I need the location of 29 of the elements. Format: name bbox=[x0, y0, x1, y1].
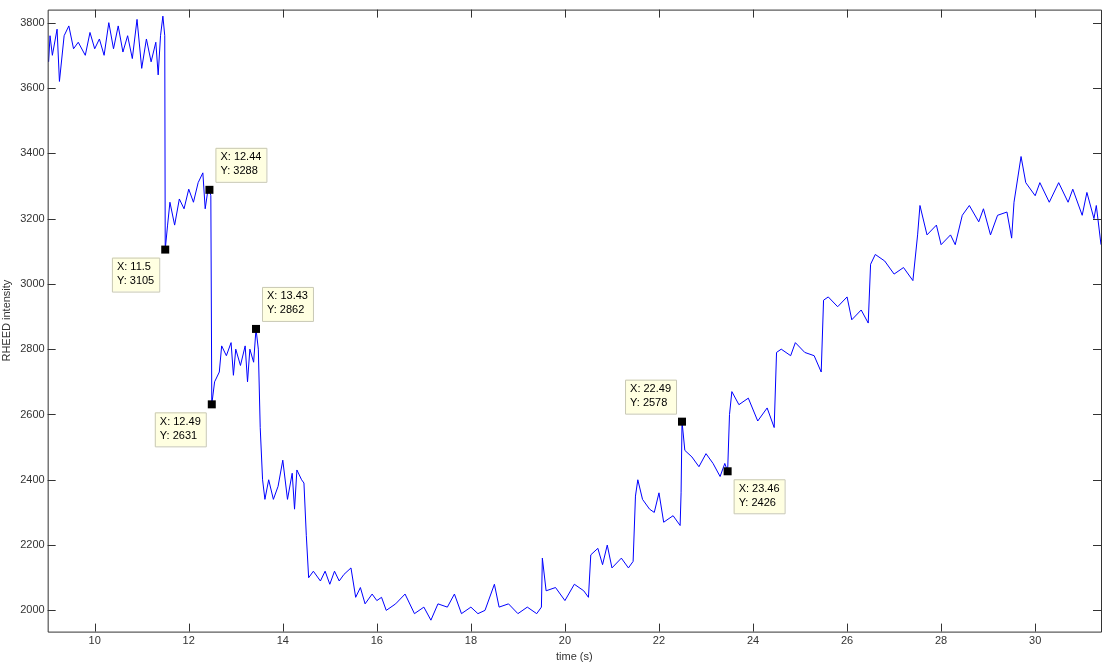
y-tick-label: 3000 bbox=[20, 276, 45, 289]
y-tick-label: 2800 bbox=[20, 342, 45, 355]
y-tick-label: 2400 bbox=[20, 472, 45, 485]
y-tick-label: 2000 bbox=[20, 603, 45, 616]
annotation: X: 22.49 Y: 2578 bbox=[630, 382, 672, 409]
annotation: X: 13.43 Y: 2862 bbox=[266, 289, 308, 316]
annotation: X: 11.5 Y: 3105 bbox=[116, 260, 155, 287]
y-tick-label: 2200 bbox=[20, 538, 45, 551]
annotation: X: 12.44 Y: 3288 bbox=[220, 150, 262, 177]
y-tick-label: 3800 bbox=[20, 15, 45, 28]
x-tick-label: 28 bbox=[934, 634, 948, 647]
annotation: X: 23.46 Y: 2426 bbox=[738, 481, 780, 508]
y-tick-label: 3600 bbox=[20, 80, 45, 93]
x-tick-label: 12 bbox=[182, 634, 195, 647]
x-tick-label: 30 bbox=[1029, 634, 1042, 647]
x-tick-label: 14 bbox=[276, 634, 289, 647]
annotation: X: 12.49 Y: 2631 bbox=[159, 414, 201, 441]
x-axis-title: time (s) bbox=[556, 650, 593, 663]
x-tick-label: 16 bbox=[370, 634, 383, 647]
x-tick-label: 20 bbox=[558, 634, 572, 647]
y-tick-label: 3200 bbox=[20, 211, 45, 224]
y-axis-title: RHEED intensity bbox=[0, 279, 12, 362]
x-tick-label: 22 bbox=[652, 634, 666, 647]
x-tick-label: 24 bbox=[746, 634, 760, 647]
x-tick-label: 18 bbox=[464, 634, 478, 647]
y-tick-label: 3400 bbox=[20, 146, 45, 159]
y-tick-label: 2600 bbox=[20, 407, 45, 420]
x-tick-label: 26 bbox=[840, 634, 854, 647]
x-tick-label: 10 bbox=[88, 634, 101, 647]
